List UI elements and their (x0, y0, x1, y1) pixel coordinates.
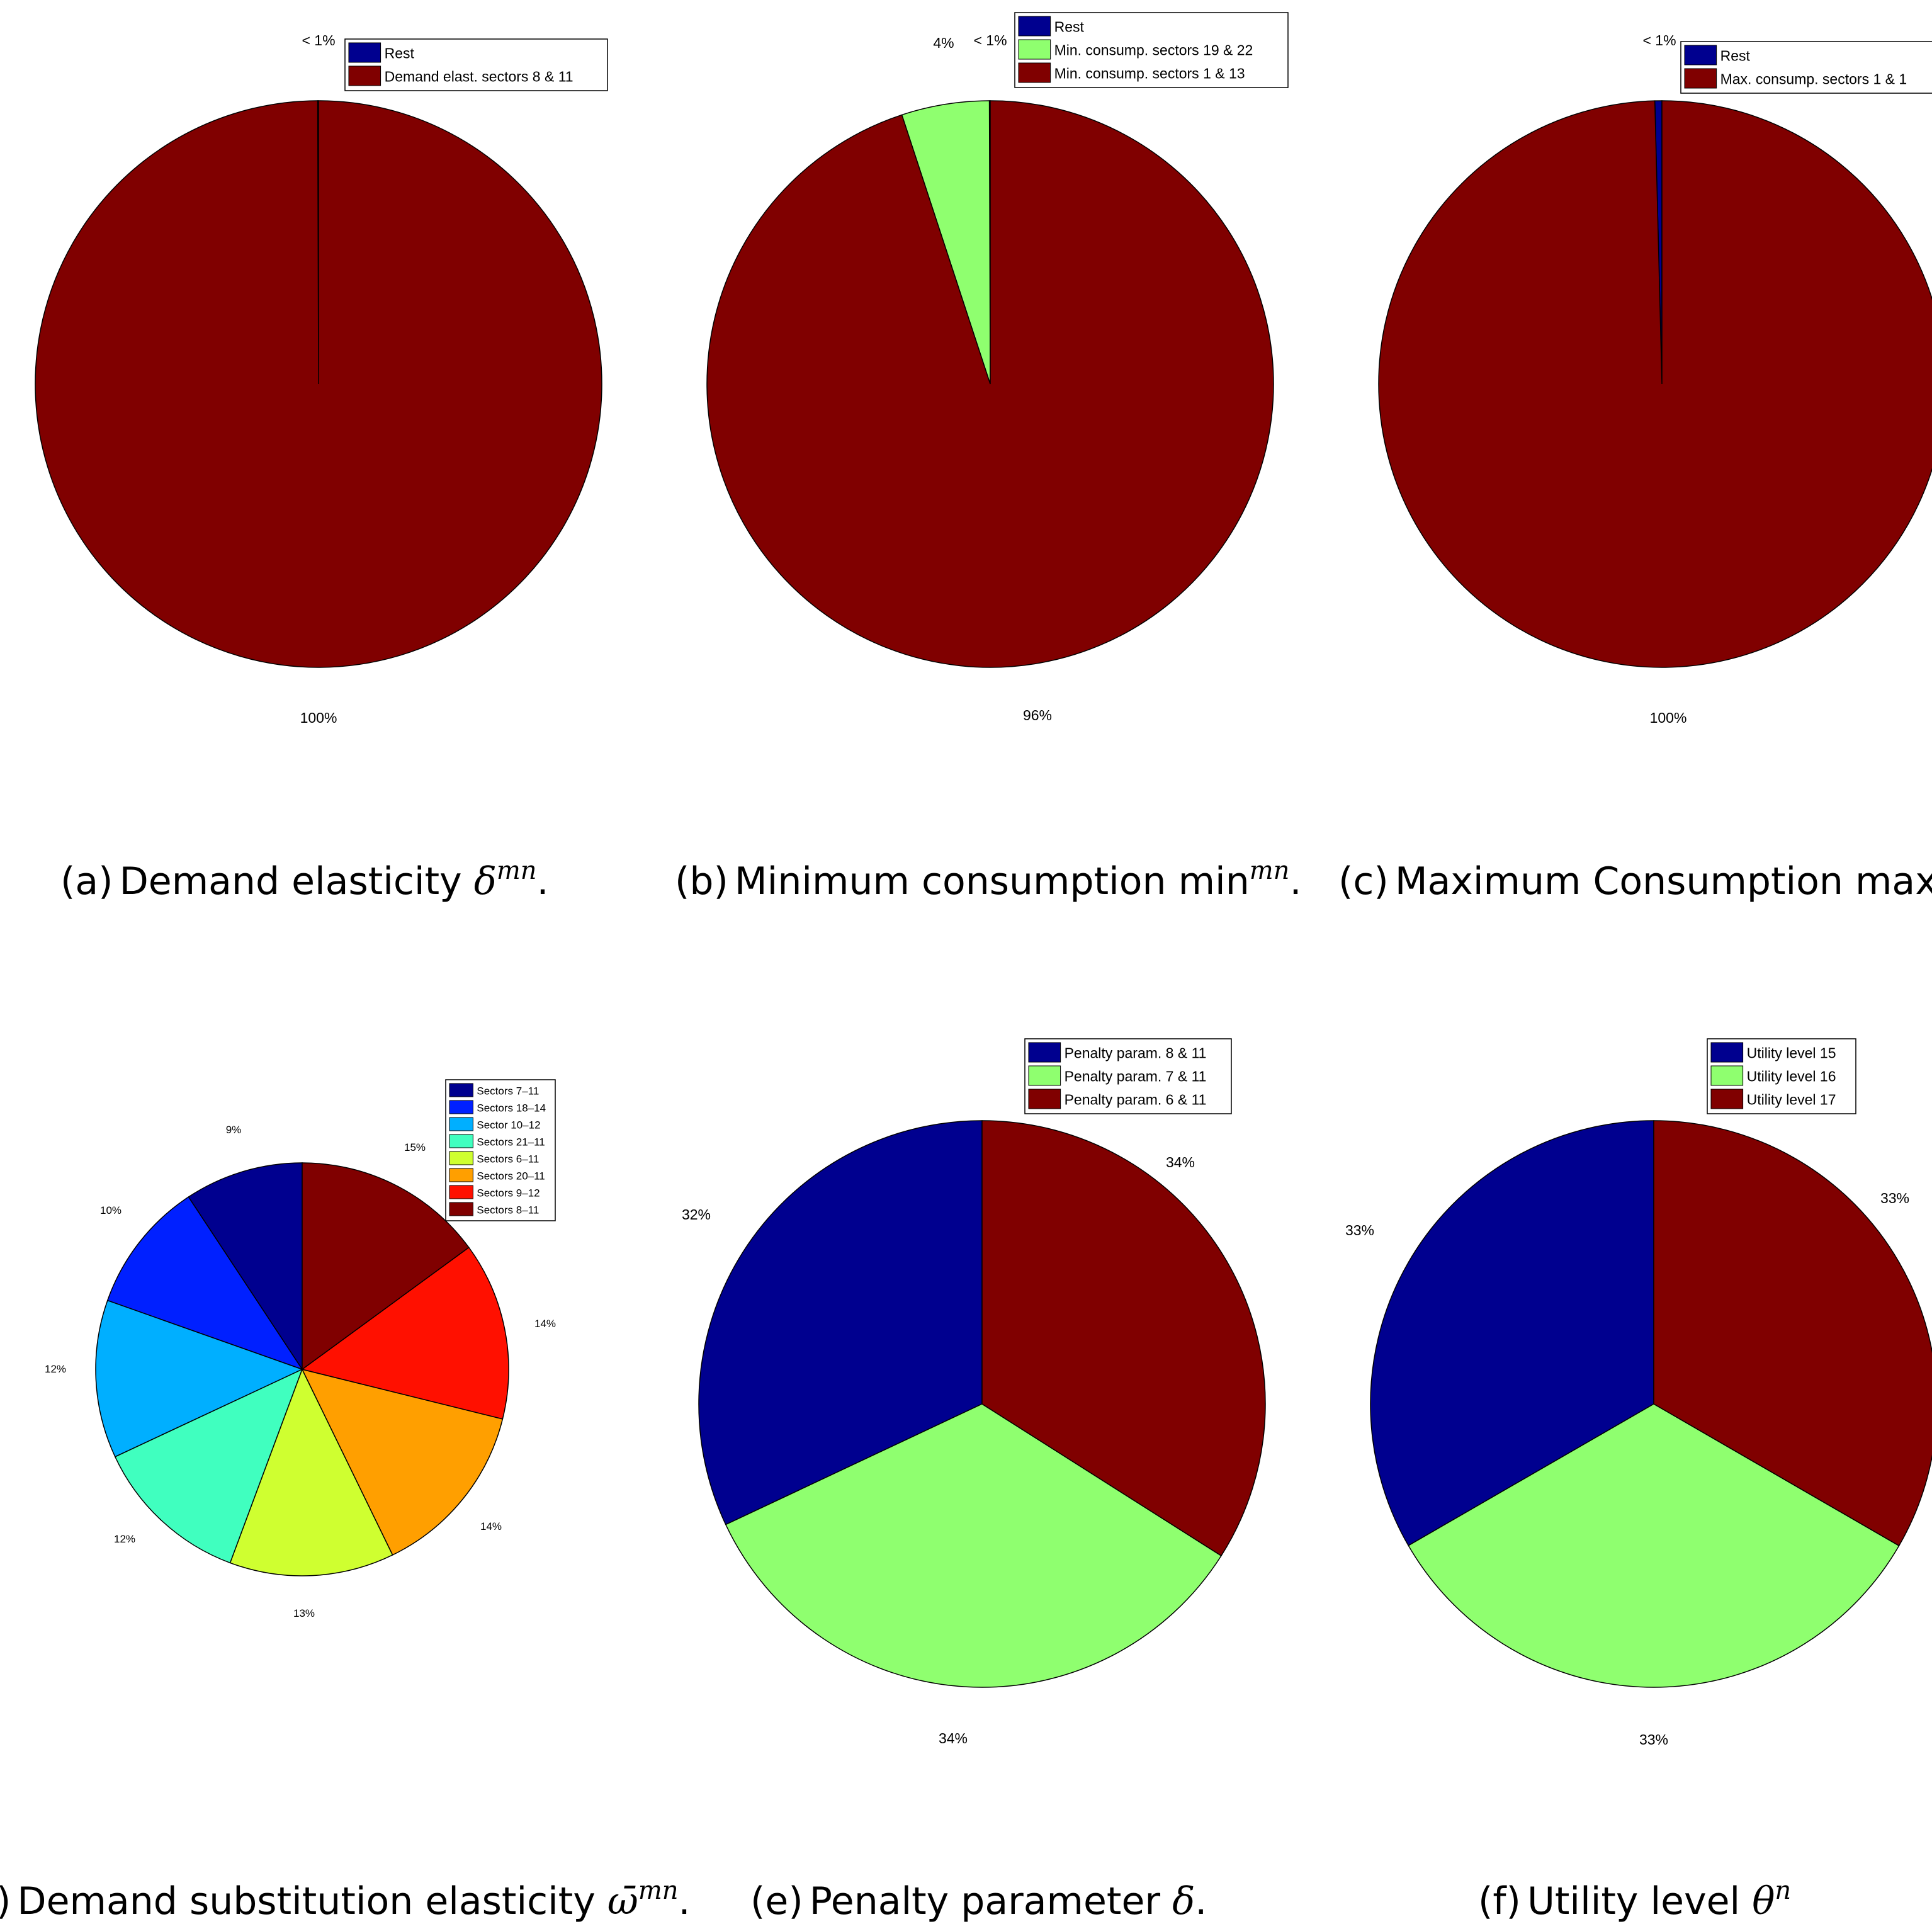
legend-swatch-e-1 (1028, 1065, 1061, 1086)
legend-swatch-d-4 (449, 1151, 473, 1165)
pie-slice-d-3 (114, 1368, 303, 1564)
legend-box-b (1014, 12, 1289, 88)
pie-chart-f: 33% 33% 33% Utility level 15 Utility level 1… (1345, 1038, 1932, 1748)
legend-label-d-2: Sector 10–12 (477, 1119, 540, 1131)
caption-c: (c)Maximum Consumption maxmn. (1338, 856, 1932, 903)
pct-label-d-3: 12% (114, 1533, 135, 1545)
legend-swatch-d-2 (449, 1117, 473, 1131)
pct-label-d-7: 15% (404, 1141, 426, 1153)
legend-label-a-0: Rest (385, 45, 415, 62)
legend-swatch-d-3 (449, 1134, 473, 1148)
pie-slice-f-2 (1653, 1120, 1932, 1547)
pie-chart-e: 32% 34% 34% Penalty param. 8 & 11 Penalty pa… (682, 1038, 1266, 1746)
legend-swatch-a-0 (348, 42, 381, 63)
pie-slice-d-4 (229, 1368, 393, 1576)
legend-label-d-5: Sectors 20–11 (477, 1170, 545, 1182)
legend-label-c-0: Rest (1720, 48, 1751, 64)
legend-swatch-d-6 (449, 1185, 473, 1199)
legend-label-c-1: Max. consump. sectors 1 & 1 (1720, 71, 1907, 88)
pie-slice-a-1 (35, 100, 602, 668)
pie-slice-f-0 (1370, 1120, 1654, 1546)
legend-label-d-7: Sectors 8–11 (477, 1204, 539, 1216)
legend-label-e-1: Penalty param. 7 & 11 (1065, 1068, 1207, 1085)
pct-label-f-1: 33% (1639, 1731, 1668, 1748)
pie-chart-b: < 1% 4% 96% Rest Min. consump. sectors 19 & … (706, 12, 1289, 723)
legend-swatch-c-1 (1684, 68, 1717, 89)
pct-label-a-1: 100% (300, 710, 337, 726)
legend-label-f-2: Utility level 17 (1747, 1092, 1836, 1108)
pct-label-c-1: 100% (1650, 710, 1687, 726)
pct-label-e-0: 32% (682, 1206, 711, 1223)
pie-slice-d-7 (302, 1162, 470, 1371)
pct-label-f-2: 33% (1880, 1190, 1909, 1206)
pct-label-d-1: 10% (100, 1204, 121, 1216)
legend-label-b-0: Rest (1054, 19, 1085, 35)
legend-label-f-1: Utility level 16 (1747, 1068, 1836, 1085)
pct-label-d-5: 14% (480, 1520, 502, 1532)
caption-a: (a) Demand elasticity δmn. (60, 856, 549, 903)
pie-chart-c: < 1% 100% Rest Max. consump. sectors 1 & 1 (1378, 32, 1932, 726)
pie-chart-d: 9% 10% 12% 12% 13% 14% 14% 15% Sectors 7–11 Secto… (45, 1079, 556, 1619)
legend-label-d-6: Sectors 9–12 (477, 1187, 539, 1199)
pct-label-b-1: 4% (933, 35, 954, 51)
caption-f: (f) Utility level θn (1478, 1876, 1791, 1923)
legend-label-b-1: Min. consump. sectors 19 & 22 (1054, 42, 1253, 59)
pie-slice-d-0 (188, 1162, 303, 1371)
legend-swatch-b-1 (1018, 39, 1051, 60)
legend-swatch-e-2 (1028, 1089, 1061, 1109)
pie-slice-e-0 (698, 1120, 983, 1525)
legend-swatch-d-7 (449, 1202, 473, 1216)
caption-b: (b) Minimum consumption minmn. (675, 856, 1302, 903)
pie-chart-a: < 1% 100% Rest Demand elast. sectors 8 & 11 (35, 32, 608, 726)
pct-label-d-4: 13% (293, 1607, 315, 1619)
pct-label-c-0: < 1% (1642, 32, 1676, 48)
pct-label-d-0: 9% (226, 1124, 242, 1136)
legend-swatch-f-2 (1710, 1089, 1744, 1109)
pie-slice-e-1 (725, 1403, 1222, 1688)
legend-swatch-b-0 (1018, 16, 1051, 37)
pie-slice-d-1 (106, 1196, 303, 1371)
pct-label-a-0: < 1% (302, 32, 335, 48)
pie-slice-d-5 (301, 1368, 504, 1556)
pct-label-b-0: < 1% (973, 32, 1007, 48)
legend-swatch-d-0 (449, 1083, 473, 1097)
pie-slice-e-2 (981, 1120, 1266, 1557)
legend-swatch-e-0 (1028, 1042, 1061, 1063)
pie-slice-c-1 (1378, 100, 1932, 668)
legend-swatch-c-0 (1684, 45, 1717, 65)
legend-swatch-a-1 (348, 65, 381, 86)
legend-label-b-2: Min. consump. sectors 1 & 13 (1054, 65, 1245, 82)
legend-swatch-d-5 (449, 1168, 473, 1182)
caption-e: (e) Penalty parameter δ. (750, 1879, 1207, 1923)
legend-label-e-2: Penalty param. 6 & 11 (1065, 1092, 1207, 1108)
pie-slice-b-2 (706, 100, 1274, 668)
legend-label-e-0: Penalty param. 8 & 11 (1065, 1045, 1207, 1061)
pie-slice-f-1 (1408, 1403, 1900, 1688)
caption-d: )Demand substitution elasticity ω̄mn. (0, 1876, 691, 1923)
legend-label-a-1: Demand elast. sectors 8 & 11 (385, 69, 573, 85)
legend-label-d-0: Sectors 7–11 (477, 1085, 539, 1097)
legend-label-f-0: Utility level 15 (1747, 1045, 1836, 1061)
pct-label-e-2: 34% (1166, 1154, 1195, 1170)
pct-label-d-2: 12% (45, 1363, 66, 1375)
legend-label-d-4: Sectors 6–11 (477, 1153, 539, 1165)
legend-swatch-f-0 (1710, 1042, 1744, 1063)
pct-label-d-6: 14% (534, 1318, 556, 1330)
legend-box-a (344, 38, 608, 91)
legend-swatch-d-1 (449, 1100, 473, 1114)
legend-label-d-3: Sectors 21–11 (477, 1136, 545, 1148)
legend-box-c (1680, 41, 1932, 94)
pct-label-e-1: 34% (939, 1730, 968, 1746)
legend-label-d-1: Sectors 18–14 (477, 1102, 546, 1114)
legend-swatch-b-2 (1018, 62, 1051, 83)
pie-slice-d-2 (95, 1299, 303, 1457)
pct-label-b-2: 96% (1023, 707, 1052, 723)
pct-label-f-0: 33% (1345, 1222, 1374, 1238)
legend-swatch-f-1 (1710, 1065, 1744, 1086)
pie-slice-d-6 (301, 1247, 509, 1420)
